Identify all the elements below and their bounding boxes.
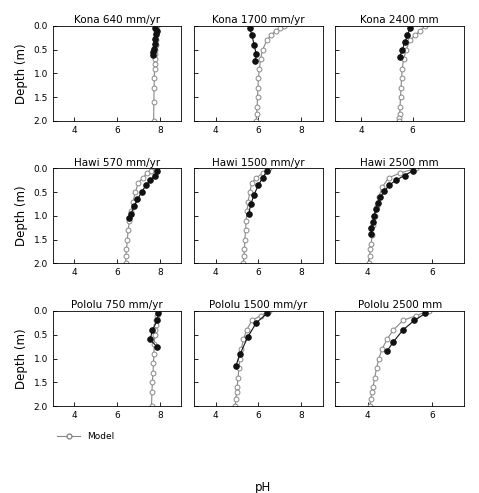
Title: Pololu 750 mm/yr: Pololu 750 mm/yr [71, 300, 163, 310]
Title: Hawi 1500 mm/yr: Hawi 1500 mm/yr [212, 158, 305, 168]
Legend: Model: Model [57, 432, 114, 441]
Y-axis label: Depth (m): Depth (m) [15, 43, 28, 104]
Text: pH: pH [255, 481, 272, 493]
Title: Kona 1700 mm/yr: Kona 1700 mm/yr [212, 15, 305, 25]
Y-axis label: Depth (m): Depth (m) [15, 185, 28, 246]
Title: Pololu 2500 mm: Pololu 2500 mm [358, 300, 442, 310]
Title: Kona 2400 mm: Kona 2400 mm [360, 15, 439, 25]
Title: Kona 640 mm/yr: Kona 640 mm/yr [74, 15, 160, 25]
Title: Pololu 1500 mm/yr: Pololu 1500 mm/yr [209, 300, 308, 310]
Y-axis label: Depth (m): Depth (m) [15, 328, 28, 389]
Title: Hawi 570 mm/yr: Hawi 570 mm/yr [74, 158, 160, 168]
Title: Hawi 2500 mm: Hawi 2500 mm [360, 158, 439, 168]
